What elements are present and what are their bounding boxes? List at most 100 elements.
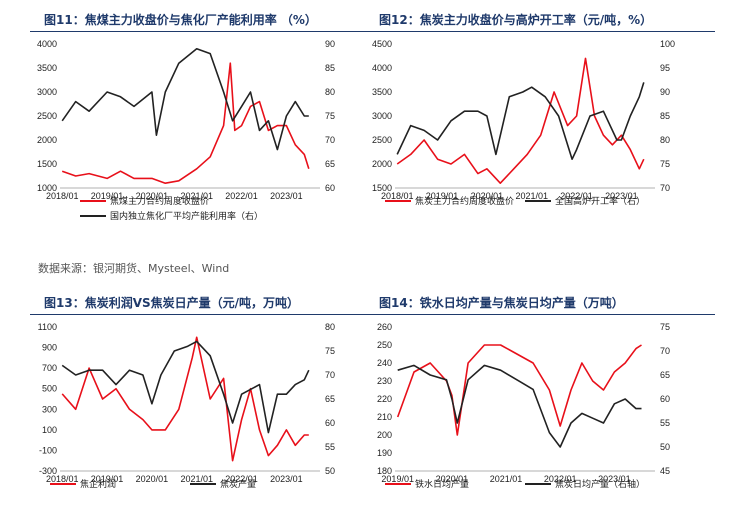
- legend-label: 铁水日均产量: [415, 478, 469, 490]
- x-tick-label: 2018/01: [46, 191, 79, 201]
- chart-title-13: 图13：焦炭利润VS焦炭日产量（元/吨，万吨）: [30, 293, 380, 315]
- x-tick-label: 2019/01: [91, 191, 124, 201]
- y-right-tick-label: 75: [325, 346, 335, 356]
- legend-label: 焦煤主力合约周度收盘价: [110, 195, 209, 207]
- y-left-tick-label: 250: [377, 340, 392, 350]
- y-left-tick-label: 500: [42, 384, 57, 394]
- chart-12: 1500 2000 2500 3000 3500 4000 4500 70 75 80 85 90 95…: [372, 39, 675, 207]
- y-right-tick-label: 65: [325, 159, 335, 169]
- legend-label: 国内独立焦化厂平均产能利用率（右）: [110, 210, 263, 222]
- legend-label: 焦炭日均产量（右轴）: [555, 478, 645, 490]
- y-right-tick-label: 80: [660, 135, 670, 145]
- y-right-tick-label: 75: [325, 111, 335, 121]
- x-tick-label: 2021/01: [490, 474, 523, 484]
- y-left-tick-label: 2000: [372, 159, 392, 169]
- series-line-black: [397, 364, 642, 448]
- y-right-tick-label: 60: [325, 183, 335, 193]
- y-right-tick-label: 80: [325, 87, 335, 97]
- x-tick-label: 2018/01: [46, 474, 79, 484]
- x-tick-label: 2019/01: [426, 191, 459, 201]
- y-left-tick-label: 260: [377, 322, 392, 332]
- y-left-tick-label: 1500: [372, 183, 392, 193]
- x-tick-label: 2022/01: [225, 191, 258, 201]
- y-left-tick-label: 100: [42, 425, 57, 435]
- y-right-tick-label: 55: [660, 418, 670, 428]
- chart-panel-14: 图14：铁水日均产量与焦炭日均产量（万吨） 180 190 200 210 220 230…: [365, 293, 715, 490]
- y-right-tick-label: 70: [660, 183, 670, 193]
- y-right-tick-label: 55: [325, 442, 335, 452]
- x-tick-label: 2019/01: [91, 474, 124, 484]
- x-tick-label: 2019/01: [381, 474, 414, 484]
- x-tick-label: 2020/01: [136, 474, 169, 484]
- y-left-tick-label: 1000: [37, 183, 57, 193]
- y-right-tick-label: 95: [660, 63, 670, 73]
- x-tick-label: 2021/01: [515, 191, 548, 201]
- legend-label: 焦炭主力合约周度收盘价: [415, 195, 514, 207]
- chart-panel-12: 图12：焦炭主力收盘价与高炉开工率（元/吨，%） 1500 2000 2500 300…: [365, 10, 715, 207]
- y-right-tick-label: 60: [660, 394, 670, 404]
- y-right-tick-label: 50: [325, 466, 335, 476]
- y-right-tick-label: 90: [660, 87, 670, 97]
- data-source-note: 数据来源：银河期货、Mysteel、Wind: [38, 262, 230, 275]
- series-line-black: [61, 340, 310, 434]
- y-right-tick-label: 60: [325, 418, 335, 428]
- y-left-tick-label: 190: [377, 448, 392, 458]
- x-tick-label: 2022/01: [225, 474, 258, 484]
- y-left-tick-label: -300: [39, 466, 57, 476]
- y-right-tick-label: 70: [325, 135, 335, 145]
- x-tick-label: 2023/01: [605, 191, 638, 201]
- y-right-tick-label: 75: [660, 159, 670, 169]
- x-tick-label: 2022/01: [544, 474, 577, 484]
- y-left-tick-label: 200: [377, 430, 392, 440]
- y-right-tick-label: 50: [660, 442, 670, 452]
- y-right-tick-label: 85: [325, 63, 335, 73]
- series-line-red: [61, 336, 309, 462]
- chart-11: 1000 1500 2000 2500 3000 3500 4000 60 65 70 75 80 85…: [37, 39, 335, 222]
- legend-label: 焦企利润: [80, 478, 116, 490]
- chart-panel-13: 图13：焦炭利润VS焦炭日产量（元/吨，万吨） -300 -100 100 300 50…: [30, 293, 380, 490]
- y-left-tick-label: 900: [42, 343, 57, 353]
- y-right-tick-label: 90: [325, 39, 335, 49]
- y-right-tick-label: 75: [660, 322, 670, 332]
- y-left-tick-label: 240: [377, 358, 392, 368]
- legend-label: 全国高炉开工率（右）: [555, 195, 645, 207]
- x-tick-label: 2020/01: [136, 191, 169, 201]
- y-right-tick-label: 45: [660, 466, 670, 476]
- y-left-tick-label: 700: [42, 363, 57, 373]
- x-tick-label: 2021/01: [180, 191, 213, 201]
- x-tick-label: 2020/01: [436, 474, 469, 484]
- y-left-tick-label: 300: [42, 404, 57, 414]
- y-left-tick-label: 1100: [38, 322, 57, 332]
- chart-14: 180 190 200 210 220 230 240 250 260 45 50 55 60 65 70 7…: [377, 322, 670, 490]
- y-right-tick-label: 65: [325, 394, 335, 404]
- y-left-tick-label: 180: [377, 466, 392, 476]
- y-left-tick-label: 210: [377, 412, 392, 422]
- y-left-tick-label: 4000: [372, 63, 392, 73]
- series-line-red: [396, 57, 645, 184]
- chart-title-11: 图11：焦煤主力收盘价与焦化厂产能利用率 （%）: [30, 10, 380, 32]
- y-left-tick-label: 3500: [372, 87, 392, 97]
- y-left-tick-label: 2500: [372, 135, 392, 145]
- y-left-tick-label: 4000: [37, 39, 57, 49]
- x-tick-label: 2023/01: [270, 474, 303, 484]
- y-left-tick-label: 1500: [37, 159, 57, 169]
- x-tick-label: 2018/01: [381, 191, 414, 201]
- y-left-tick-label: 4500: [372, 39, 392, 49]
- x-tick-label: 2021/01: [180, 474, 213, 484]
- y-left-tick-label: 2500: [37, 111, 57, 121]
- y-right-tick-label: 100: [660, 39, 675, 49]
- y-left-tick-label: 220: [377, 394, 392, 404]
- series-line-black: [396, 82, 645, 160]
- y-right-tick-label: 65: [660, 370, 670, 380]
- y-left-tick-label: -100: [39, 445, 57, 455]
- x-tick-label: 2020/01: [471, 191, 504, 201]
- series-line-red: [61, 62, 310, 184]
- y-right-tick-label: 70: [660, 346, 670, 356]
- series-line-black: [61, 48, 309, 151]
- chart-title-14: 图14：铁水日均产量与焦炭日均产量（万吨）: [365, 293, 715, 315]
- y-left-tick-label: 3500: [37, 63, 57, 73]
- y-left-tick-label: 2000: [37, 135, 57, 145]
- y-right-tick-label: 70: [325, 370, 335, 380]
- y-left-tick-label: 3000: [372, 111, 392, 121]
- x-tick-label: 2023/01: [598, 474, 631, 484]
